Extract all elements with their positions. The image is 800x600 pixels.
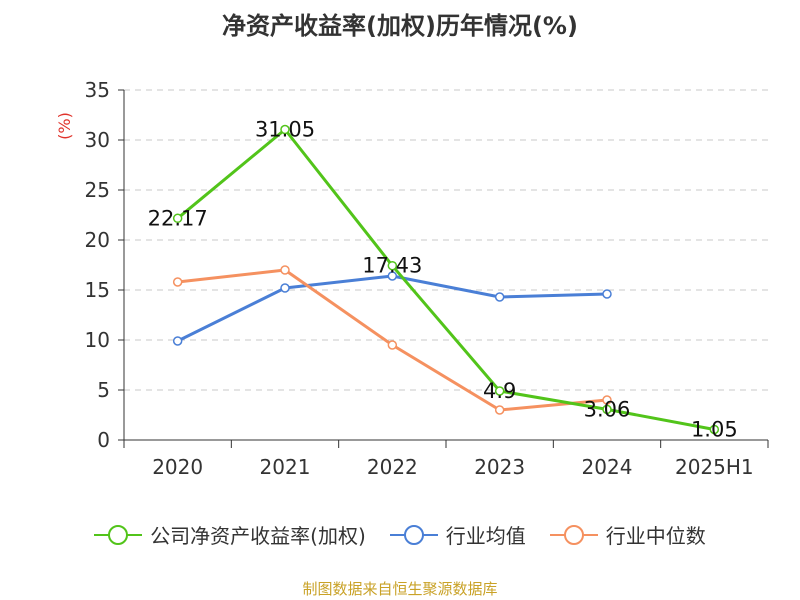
legend-marker-industry-median: [549, 524, 598, 545]
legend-label-industry-avg: 行业均值: [445, 524, 526, 548]
legend-label-company: 公司净资产收益率(加权): [150, 524, 366, 548]
x-tick-label: 2021: [260, 455, 311, 479]
y-tick-label: 5: [97, 378, 110, 402]
data-point-industry-avg[interactable]: [602, 289, 612, 299]
data-point-company[interactable]: [280, 124, 290, 135]
data-point-company[interactable]: [387, 260, 398, 271]
chart-title: 净资产收益率(加权)历年情况(%): [222, 12, 578, 40]
x-tick-label: 2020: [152, 455, 203, 479]
data-point-industry-avg[interactable]: [494, 292, 505, 302]
chart-legend: 公司净资产收益率(加权) 行业均值 行业中位数: [0, 520, 800, 549]
data-point-company[interactable]: [709, 424, 720, 435]
data-point-industry-median[interactable]: [280, 265, 290, 275]
data-label: 4.9: [483, 379, 516, 403]
data-point-company[interactable]: [172, 213, 183, 224]
y-tick-label: 25: [85, 178, 110, 202]
legend-item-industry-median[interactable]: 行业中位数: [549, 520, 706, 549]
x-tick-label: 2024: [582, 455, 633, 479]
data-point-industry-avg[interactable]: [172, 336, 183, 346]
series-line-company: [176, 128, 715, 431]
data-label: 31.05: [255, 118, 315, 142]
series-line-industry-avg: [177, 274, 608, 343]
y-tick-label: 35: [85, 78, 110, 102]
y-tick-label: 10: [85, 328, 110, 352]
y-tick-label: 0: [97, 428, 110, 452]
data-label: 1.05: [691, 418, 738, 442]
data-point-industry-median[interactable]: [602, 395, 612, 405]
source-note: 制图数据来自恒生聚源数据库: [302, 580, 498, 598]
data-point-industry-avg[interactable]: [280, 283, 290, 293]
data-label: 3.06: [584, 397, 631, 421]
y-tick-label: 20: [85, 228, 110, 252]
y-axis-label: (%): [55, 112, 74, 140]
y-tick-label: 15: [85, 278, 110, 302]
legend-label-industry-median: 行业中位数: [605, 524, 706, 548]
x-tick-label: 2023: [474, 455, 525, 479]
x-tick-label: 2022: [367, 455, 418, 479]
legend-item-company[interactable]: 公司净资产收益率(加权): [94, 520, 366, 549]
data-point-industry-median[interactable]: [387, 340, 398, 350]
data-label: 17.43: [362, 254, 422, 278]
y-tick-label: 30: [85, 128, 110, 152]
data-point-company[interactable]: [494, 386, 505, 396]
x-tick-label: 2025H1: [675, 455, 754, 479]
data-label: 22.17: [148, 206, 208, 230]
legend-item-industry-avg[interactable]: 行业均值: [389, 520, 526, 549]
data-point-industry-avg[interactable]: [387, 271, 398, 281]
data-point-industry-median[interactable]: [494, 405, 505, 415]
data-point-industry-median[interactable]: [172, 277, 183, 287]
data-point-company[interactable]: [602, 404, 612, 415]
legend-marker-company: [94, 524, 143, 545]
legend-marker-industry-avg: [389, 524, 438, 545]
